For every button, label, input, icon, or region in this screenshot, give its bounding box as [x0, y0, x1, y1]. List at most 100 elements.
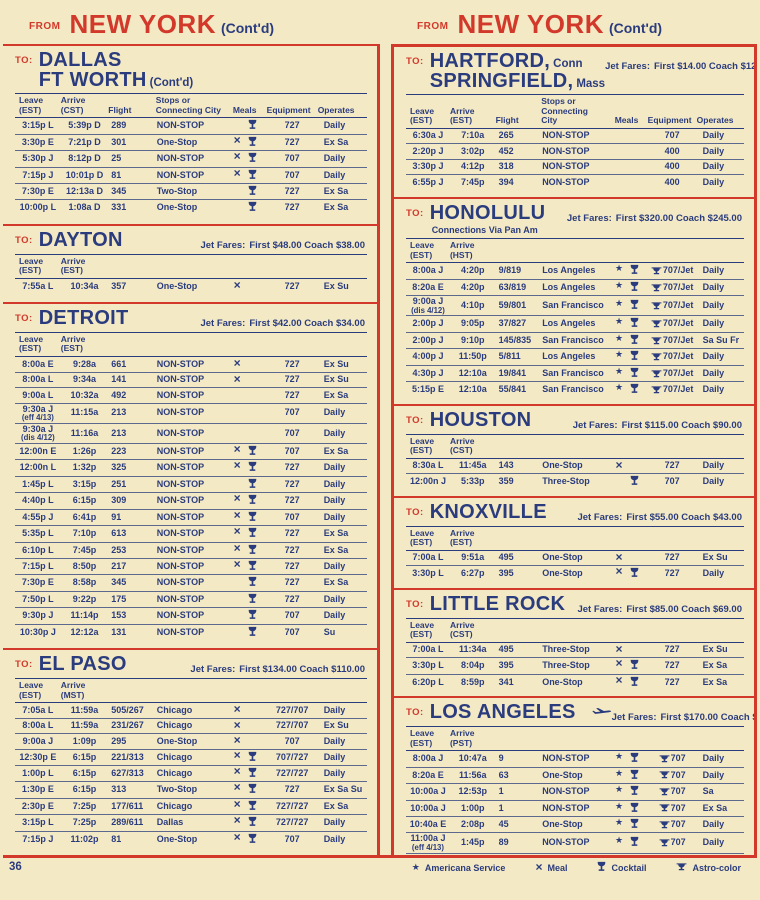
flight-row: 8:00a L 11:59a 231/267 Chicago × 727/707… — [15, 719, 367, 735]
meal-service: × — [223, 734, 267, 746]
leave-time: 10:30p J — [19, 626, 56, 637]
meal-icon: × — [233, 702, 241, 717]
cocktail-icon-slot — [628, 645, 641, 655]
flight-number: 55/841 — [498, 384, 527, 395]
meal-service — [223, 478, 267, 491]
meal-icon-slot: ★ — [613, 280, 626, 294]
equipment: 727 — [648, 660, 697, 670]
section-title-lines: HONOLULU Connections Via Pan Am — [430, 203, 546, 236]
equipment-type: 727 — [284, 593, 300, 604]
stops-or-connecting-city: NON-STOP — [542, 177, 590, 188]
leave-time: 4:00p J — [412, 351, 444, 362]
flight-row: 1:45p L 3:15p 251 NON-STOP 727 Daily — [15, 477, 367, 494]
stops-or-connecting-city: NON-STOP — [156, 169, 205, 180]
destination-section: TO: DALLAS FT WORTH (Cont'd) Leave (EST) Ar… — [3, 44, 377, 224]
meal-icon-slot: × — [613, 674, 626, 689]
cocktail-icon-slot — [246, 721, 259, 731]
equipment-type: 727 — [664, 644, 680, 655]
meal-icon: × — [615, 549, 623, 564]
jet-fares: Jet Fares: First $42.00 Coach $34.00 — [200, 318, 367, 329]
contd-label: (Cont'd) — [220, 20, 275, 36]
meal-service — [223, 626, 267, 639]
legend-label: Astro-color — [692, 862, 741, 873]
meal-icon-slot: × — [231, 702, 244, 717]
arrive-time: 4:20p — [460, 281, 485, 292]
section-header: TO: DETROIT Jet Fares: First $42.00 Coach… — [15, 308, 367, 329]
flight-number: 627/313 — [111, 768, 144, 779]
col-header-operates — [697, 621, 744, 640]
flight-row: 10:00a J 12:53p 1 NON-STOP ★ 707 Sa — [406, 784, 744, 801]
meal-service: ★ — [605, 835, 647, 849]
equipment: 707 — [267, 736, 318, 746]
flight-row: 2:00p J 9:10p 145/835 San Francisco ★ 70… — [406, 333, 744, 350]
equipment: 727/707 — [267, 705, 318, 715]
cocktail-icon-slot — [628, 383, 641, 396]
operates: Daily — [702, 265, 725, 276]
destination-title: DALLAS — [38, 49, 122, 71]
equipment: 707/Jet — [648, 319, 697, 329]
meal-service — [223, 609, 267, 622]
col-header-flight — [496, 621, 542, 640]
flight-number: 63/819 — [498, 281, 527, 292]
flight-number: 131 — [111, 626, 127, 637]
meal-icon: × — [233, 813, 241, 828]
flight-number: 45 — [498, 819, 509, 830]
equipment: 727 — [648, 644, 697, 655]
flight-number: 357 — [111, 280, 127, 291]
arrive-time: 7:25p — [72, 800, 97, 811]
col-header-meals — [605, 729, 647, 748]
col-header-stops — [156, 681, 223, 700]
flight-number: 221/313 — [111, 751, 144, 762]
operates: Ex Su — [702, 644, 728, 655]
flight-number: 89 — [498, 837, 509, 848]
arrive-time: 7:45p — [460, 177, 485, 188]
flight-row: 9:30p J 11:14p 153 NON-STOP 707 Daily — [15, 608, 367, 625]
flight-number: 145/835 — [498, 334, 532, 345]
col-header-equipment — [267, 335, 318, 354]
cocktail-icon — [248, 152, 257, 163]
equipment-type: 707 — [284, 445, 300, 456]
arrive-time: 11:56a — [458, 769, 487, 780]
col-header-equipment: Equipment — [266, 104, 311, 115]
stops-or-connecting-city: NON-STOP — [156, 120, 205, 131]
arrive-time: 11:59a — [70, 720, 99, 731]
leave-time: 9:00a J (dis 4/12) — [406, 296, 450, 314]
equipment-type: 707 — [670, 819, 686, 830]
meal-icon: × — [615, 457, 623, 472]
cocktail-icon-slot — [246, 767, 259, 780]
meal-icon-slot: ★ — [613, 835, 626, 849]
flight-number: 81 — [111, 833, 122, 844]
equipment: 727/727 — [267, 801, 318, 811]
equipment: 707/Jet — [648, 351, 697, 362]
operates: Daily — [702, 367, 725, 378]
destination-section: TO: LITTLE ROCK Jet Fares: First $85.00 C… — [394, 587, 754, 696]
meal-icon-slot: ★ — [613, 298, 626, 312]
astro-icon — [676, 862, 687, 872]
cocktail-icon — [248, 576, 257, 587]
meal-service: ★ — [605, 280, 647, 294]
arrive-time: 8:04p — [460, 660, 485, 671]
cocktail-icon — [248, 593, 257, 604]
leave-time: 8:00a J — [412, 753, 444, 764]
col-header-operates: Operates — [317, 104, 355, 115]
operates: Daily — [702, 300, 725, 311]
table-column-headers: Leave (EST) Arrive (HST) — [406, 238, 744, 264]
equipment: 727 — [648, 460, 697, 470]
leave-time: 7:55a L — [22, 280, 54, 291]
stops-or-connecting-city: Los Angeles — [542, 351, 596, 362]
equipment: 707 — [648, 819, 697, 830]
flight-row: 9:30a J (eff 4/13) 11:15a 213 NON-STOP 70… — [15, 404, 367, 424]
meal-icon-slot: × — [231, 525, 244, 540]
leave-time: 12:30p E — [19, 751, 57, 762]
star-icon: ★ — [614, 800, 624, 811]
stops-or-connecting-city: One-Stop — [156, 833, 198, 844]
operates: Daily — [702, 476, 725, 487]
col-header-flight — [496, 241, 542, 260]
destination-title: HOUSTON — [429, 408, 532, 431]
arrive-time: 12:53p — [458, 786, 488, 797]
from-label: FROM — [417, 21, 449, 32]
operates: Ex Su — [702, 552, 728, 563]
flight-row: 6:30a J 7:10a 265 NON-STOP 707 Daily — [406, 129, 744, 145]
meal-service — [605, 475, 647, 488]
stops-or-connecting-city: One-Stop — [156, 136, 198, 147]
